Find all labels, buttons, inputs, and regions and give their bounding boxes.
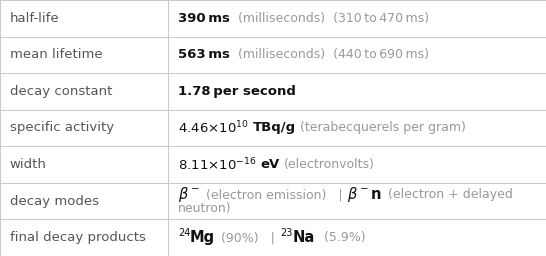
Text: (milliseconds)  (440 to 690 ms): (milliseconds) (440 to 690 ms) [230,48,429,61]
Text: Na: Na [292,230,314,245]
Text: (electronvolts): (electronvolts) [283,158,374,171]
Text: $4.46{\times}10^{10}$: $4.46{\times}10^{10}$ [178,120,249,136]
Text: eV: eV [261,158,280,171]
Text: (electron emission)   |: (electron emission) | [202,188,347,201]
Text: final decay products: final decay products [10,231,146,244]
Text: mean lifetime: mean lifetime [10,48,103,61]
Text: (electron + delayed: (electron + delayed [384,188,513,201]
Text: half-life: half-life [10,12,60,25]
Text: Mg: Mg [190,230,215,245]
Text: $8.11{\times}10^{-16}$: $8.11{\times}10^{-16}$ [178,156,257,173]
Text: (milliseconds)  (310 to 470 ms): (milliseconds) (310 to 470 ms) [230,12,429,25]
Text: (5.9%): (5.9%) [316,231,366,244]
Text: specific activity: specific activity [10,122,114,134]
Text: 24: 24 [178,228,191,238]
Text: decay modes: decay modes [10,195,99,208]
Text: width: width [10,158,47,171]
Text: decay constant: decay constant [10,85,112,98]
Text: neutron): neutron) [178,202,232,215]
Text: $\beta^-$: $\beta^-$ [178,185,200,205]
Text: TBq/g: TBq/g [253,122,296,134]
Text: 563 ms: 563 ms [178,48,230,61]
Text: 1.78 per second: 1.78 per second [178,85,296,98]
Text: 390 ms: 390 ms [178,12,230,25]
Text: (90%)   |: (90%) | [217,231,278,244]
Text: 23: 23 [280,228,293,238]
Text: $\beta^-\mathbf{n}$: $\beta^-\mathbf{n}$ [347,185,382,205]
Text: (terabecquerels per gram): (terabecquerels per gram) [300,122,465,134]
